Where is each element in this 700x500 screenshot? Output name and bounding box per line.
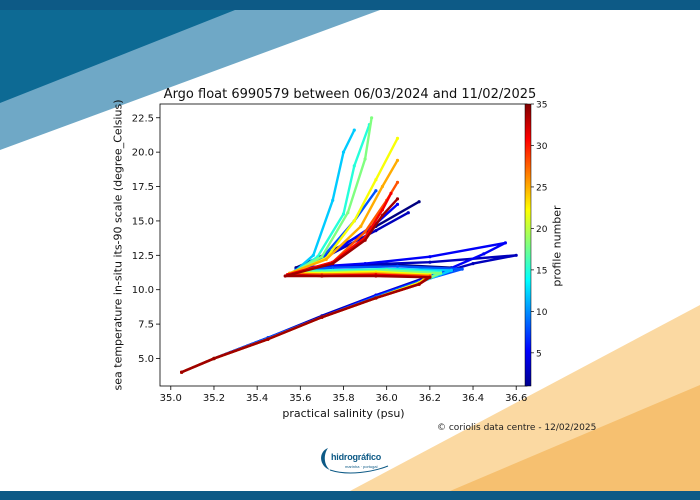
data-point	[503, 241, 507, 245]
data-point	[389, 191, 393, 195]
x-tick-label: 35.2	[203, 393, 225, 404]
data-point	[311, 253, 315, 257]
data-point	[352, 219, 356, 223]
wedge-dark	[0, 10, 235, 103]
data-point	[482, 252, 486, 256]
data-point	[460, 267, 464, 271]
data-point	[320, 274, 324, 278]
data-point	[395, 264, 400, 268]
copyright-credit: © coriolis data centre - 12/02/2025	[437, 423, 597, 433]
x-axis-label: practical salinity (psu)	[282, 407, 405, 420]
data-point	[374, 189, 378, 193]
y-ticks: 5.0 7.5 10.0 12.5 15.0 17.5 20.0 22.5	[132, 113, 160, 365]
colorbar-ticks: 5 10 15 20 25 30 35	[531, 101, 548, 359]
data-point	[363, 262, 367, 266]
data-point	[320, 255, 324, 259]
x-tick-label: 36.6	[505, 393, 527, 404]
logo-tagline: marinha · portugal	[345, 464, 378, 469]
data-point	[363, 238, 367, 242]
colorbar-tick-label: 15	[536, 266, 547, 276]
data-point	[380, 208, 384, 212]
data-point	[283, 274, 287, 278]
data-point	[341, 212, 346, 216]
logo-name: hidrográfico	[331, 452, 382, 462]
data-point	[331, 198, 335, 202]
y-tick-label: 7.5	[138, 320, 154, 331]
series-line-profile-34	[181, 198, 432, 374]
data-point	[417, 282, 421, 286]
data-point	[363, 230, 367, 234]
colorbar-tick-label: 20	[536, 225, 548, 235]
data-point	[331, 262, 335, 266]
colorbar-tick-label: 25	[536, 183, 547, 193]
bottom-bar	[0, 491, 700, 500]
data-point	[324, 257, 328, 261]
top-bar	[0, 0, 700, 10]
data-point	[395, 202, 400, 206]
data-point	[395, 136, 400, 140]
x-tick-label: 36.4	[462, 393, 484, 404]
series-layer	[180, 116, 518, 374]
data-point	[380, 184, 384, 189]
y-tick-label: 10.0	[132, 285, 154, 296]
data-point	[352, 128, 356, 132]
x-tick-label: 35.8	[332, 393, 354, 404]
x-tick-label: 35.0	[160, 393, 182, 404]
data-point	[428, 255, 432, 259]
data-point	[428, 260, 432, 264]
data-point	[320, 315, 324, 319]
hidrografico-logo	[321, 448, 389, 474]
data-point	[180, 370, 184, 374]
colorbar-tick-label: 10	[536, 308, 548, 318]
data-point	[352, 164, 356, 168]
data-point	[374, 274, 378, 278]
x-tick-label: 35.6	[289, 393, 311, 404]
logo-swoosh-icon	[321, 448, 330, 470]
colorbar-tick-label: 35	[536, 101, 547, 111]
chart-title: Argo float 6990579 between 06/03/2024 an…	[163, 87, 537, 102]
data-point	[341, 150, 346, 154]
data-point	[406, 211, 410, 215]
data-point	[346, 211, 350, 215]
data-point	[359, 224, 363, 228]
colorbar-tick-label: 5	[536, 349, 542, 359]
data-point	[370, 116, 374, 120]
data-point	[363, 157, 367, 161]
data-point	[395, 197, 400, 201]
data-point	[395, 180, 400, 184]
data-point	[417, 200, 421, 204]
data-point	[439, 271, 443, 275]
data-point	[428, 275, 432, 279]
x-ticks: 35.0 35.2 35.4 35.6 35.8 36.0 36.2 36.4 36.6	[160, 386, 527, 404]
data-point	[266, 337, 270, 341]
data-point	[374, 296, 378, 300]
data-point	[380, 213, 384, 217]
corner-dark	[450, 385, 700, 491]
y-tick-label: 12.5	[132, 251, 154, 262]
x-tick-label: 36.2	[419, 393, 441, 404]
y-tick-label: 15.0	[132, 216, 154, 227]
colorbar-tick-label: 30	[536, 142, 548, 152]
y-tick-label: 5.0	[138, 354, 154, 365]
data-point	[212, 356, 216, 361]
x-tick-label: 35.4	[246, 393, 268, 404]
data-point	[514, 253, 518, 257]
data-point	[395, 158, 400, 162]
y-tick-label: 17.5	[132, 182, 154, 193]
y-tick-label: 20.0	[132, 148, 154, 159]
colorbar	[524, 103, 532, 387]
data-point	[471, 262, 475, 266]
data-point	[374, 229, 378, 233]
y-tick-label: 22.5	[132, 113, 154, 124]
data-point	[374, 178, 378, 182]
data-point	[331, 266, 335, 270]
x-tick-label: 36.0	[376, 393, 398, 404]
data-point	[449, 268, 453, 272]
